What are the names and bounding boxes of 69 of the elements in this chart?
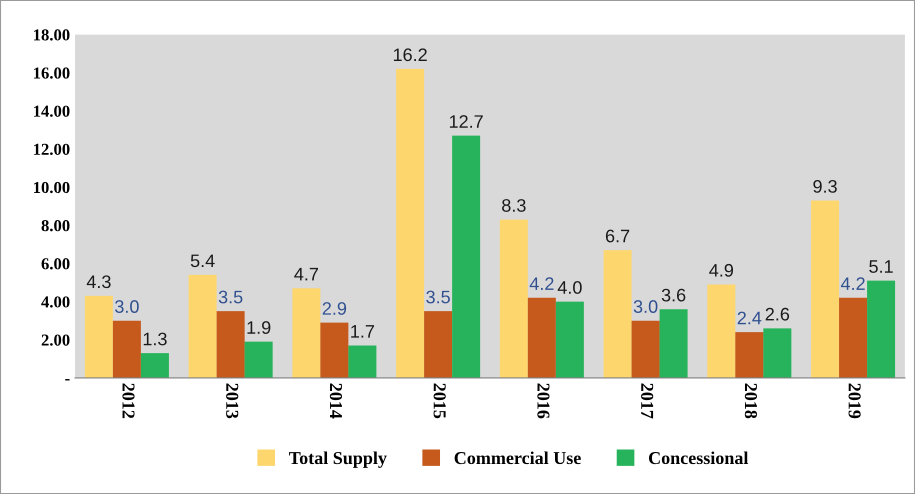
bar bbox=[867, 280, 896, 378]
data-label: 5.4 bbox=[190, 254, 215, 268]
data-label: 3.5 bbox=[218, 290, 242, 304]
y-tick-label: - bbox=[65, 379, 70, 380]
bar bbox=[348, 345, 376, 378]
x-tick-label: 2014 bbox=[330, 384, 342, 419]
y-tick-label: 10.00 bbox=[34, 182, 70, 194]
data-label: 2.6 bbox=[766, 308, 790, 321]
y-tick-label: 2.00 bbox=[42, 334, 70, 346]
data-label: 4.2 bbox=[530, 277, 554, 290]
bar bbox=[632, 320, 660, 378]
data-label: 4.0 bbox=[558, 281, 582, 294]
data-label: 5.1 bbox=[869, 260, 893, 273]
data-label: 4.3 bbox=[86, 275, 111, 288]
bar bbox=[500, 220, 528, 378]
y-tick-label: 14.00 bbox=[34, 106, 70, 117]
data-label: 6.7 bbox=[606, 230, 630, 242]
bar bbox=[528, 298, 556, 378]
bar bbox=[839, 298, 868, 378]
bar bbox=[811, 200, 840, 378]
bar bbox=[707, 284, 736, 378]
x-tick-label: 2015 bbox=[434, 384, 446, 418]
legend-label: Total Supply bbox=[289, 451, 387, 468]
data-label: 2.4 bbox=[738, 312, 762, 324]
data-label: 1.3 bbox=[144, 332, 167, 346]
bar bbox=[604, 250, 632, 378]
data-label: 16.2 bbox=[394, 48, 427, 62]
y-tick-label: 8.00 bbox=[42, 220, 70, 232]
data-label: 3.6 bbox=[662, 288, 686, 302]
data-label: 9.3 bbox=[813, 180, 837, 193]
data-label: 12.7 bbox=[450, 115, 483, 128]
legend-label: Commercial Use bbox=[454, 451, 581, 464]
y-tick-label: 4.00 bbox=[41, 296, 70, 308]
bar bbox=[735, 332, 764, 378]
legend-label: Concessional bbox=[648, 451, 748, 464]
data-label: 8.3 bbox=[502, 199, 526, 212]
bar bbox=[424, 311, 452, 378]
data-label: 4.9 bbox=[709, 264, 734, 277]
data-label: 1.7 bbox=[351, 325, 374, 338]
x-tick-label: 2012 bbox=[122, 384, 135, 418]
bar bbox=[660, 309, 688, 378]
bar bbox=[320, 322, 348, 378]
data-label: 3.5 bbox=[426, 290, 450, 304]
x-tick-label: 2018 bbox=[744, 384, 757, 418]
y-tick-label: 12.00 bbox=[34, 144, 70, 156]
x-tick-label: 2016 bbox=[537, 384, 550, 418]
x-tick-label: 2017 bbox=[641, 384, 654, 418]
x-tick-label: 2013 bbox=[226, 384, 238, 418]
x-tick-label: 2019 bbox=[848, 384, 861, 418]
bar bbox=[244, 342, 273, 378]
bar bbox=[216, 311, 245, 378]
bar bbox=[452, 136, 480, 378]
y-tick-label: 18.00 bbox=[34, 29, 70, 41]
bar bbox=[396, 68, 424, 378]
bar bbox=[112, 320, 141, 378]
data-label: 1.9 bbox=[247, 321, 270, 334]
y-tick-label: 16.00 bbox=[34, 67, 70, 79]
bar bbox=[84, 296, 113, 378]
bar bbox=[188, 274, 217, 378]
data-label: 2.9 bbox=[322, 302, 346, 315]
bar bbox=[292, 288, 320, 378]
bar bbox=[556, 302, 584, 378]
data-label: 4.7 bbox=[294, 268, 318, 280]
data-label: 4.2 bbox=[840, 277, 865, 290]
bar bbox=[140, 353, 169, 378]
data-label: 3.0 bbox=[115, 300, 139, 313]
bar bbox=[763, 328, 792, 378]
data-label: 3.0 bbox=[634, 300, 658, 313]
y-tick-label: 6.00 bbox=[42, 258, 70, 270]
